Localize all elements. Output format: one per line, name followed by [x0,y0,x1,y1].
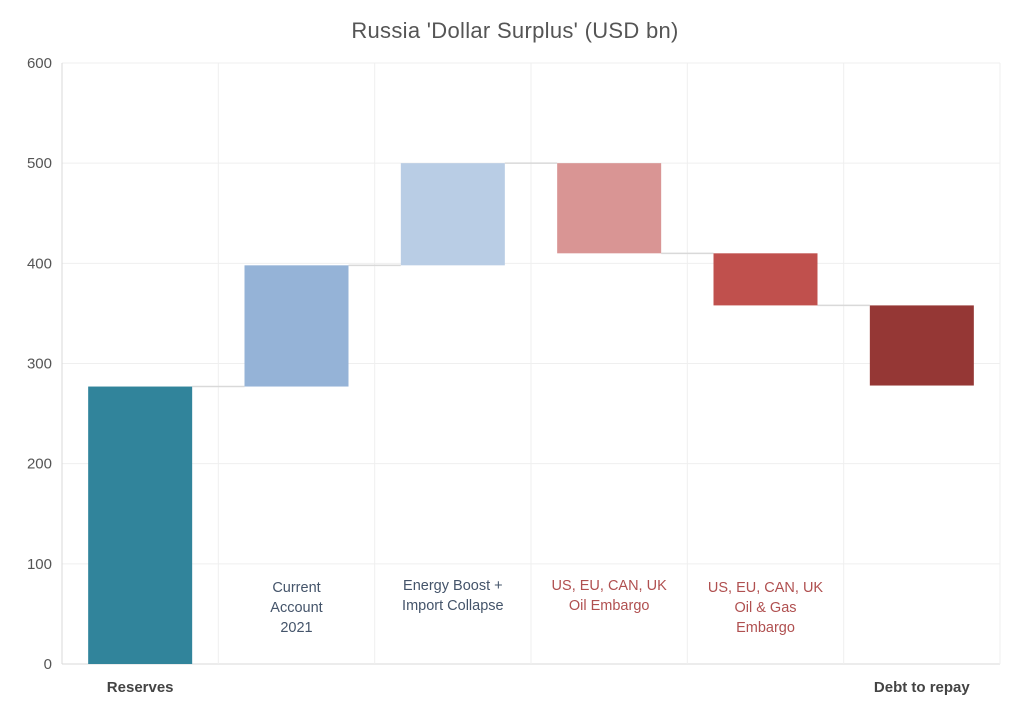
bar-inner-label: Oil & Gas [734,600,796,616]
bar-inner-label: US, EU, CAN, UK [552,578,668,594]
bar-inner-label: Embargo [736,620,795,636]
y-tick-label: 200 [27,456,52,473]
bar-inner-label: Oil Embargo [569,598,650,614]
bar-5 [869,305,974,386]
bar-inner-label: Account [270,600,322,616]
x-axis-label: Reserves [107,679,174,696]
bar-inner-label: Import Collapse [402,598,504,614]
bar-inner-label: Energy Boost + [403,578,503,594]
bar-inner-label: 2021 [280,620,312,636]
y-tick-label: 600 [27,55,52,72]
bar-inner-label: Current [272,580,320,596]
y-tick-label: 0 [44,656,52,673]
bar-1 [244,265,349,387]
y-tick-label: 400 [27,255,52,272]
bar-4 [713,253,818,306]
y-tick-label: 300 [27,356,52,373]
bar-inner-label: US, EU, CAN, UK [708,580,824,596]
bar-0 [88,386,193,664]
y-tick-label: 500 [27,155,52,172]
x-axis-label: Debt to repay [874,679,971,696]
y-tick-label: 100 [27,556,52,573]
bar-3 [557,163,662,254]
chart-title: Russia 'Dollar Surplus' (USD bn) [351,18,679,43]
bar-2 [400,163,505,266]
